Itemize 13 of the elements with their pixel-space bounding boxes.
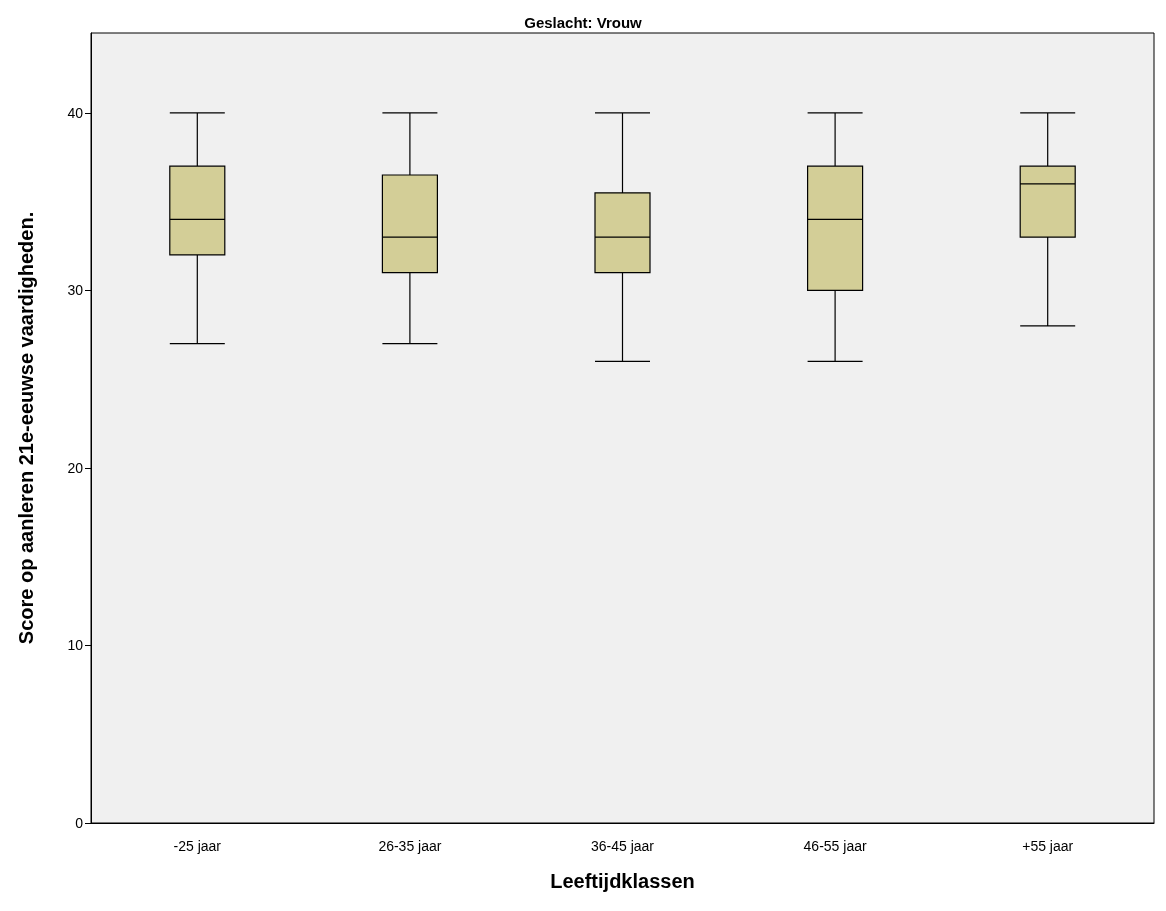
x-tick-label: 26-35 jaar [378,838,442,854]
y-tick-label: 10 [67,637,84,654]
y-tick-label: 30 [67,282,84,299]
x-tick-label: 46-55 jaar [803,838,867,854]
x-axis-title: Leeftijdklassen [550,870,695,892]
chart-title: Geslacht: Vrouw [524,14,643,31]
y-tick-label: 0 [75,815,84,831]
y-tick-label: 20 [67,459,84,476]
y-axis-title: Score op aanleren 21e-eeuwse vaardigheden. [15,211,37,645]
y-tick-label: 40 [67,104,84,121]
x-tick-label: -25 jaar [173,838,222,854]
x-tick-label: +55 jaar [1022,838,1074,854]
x-tick-label: 36-45 jaar [590,838,655,854]
